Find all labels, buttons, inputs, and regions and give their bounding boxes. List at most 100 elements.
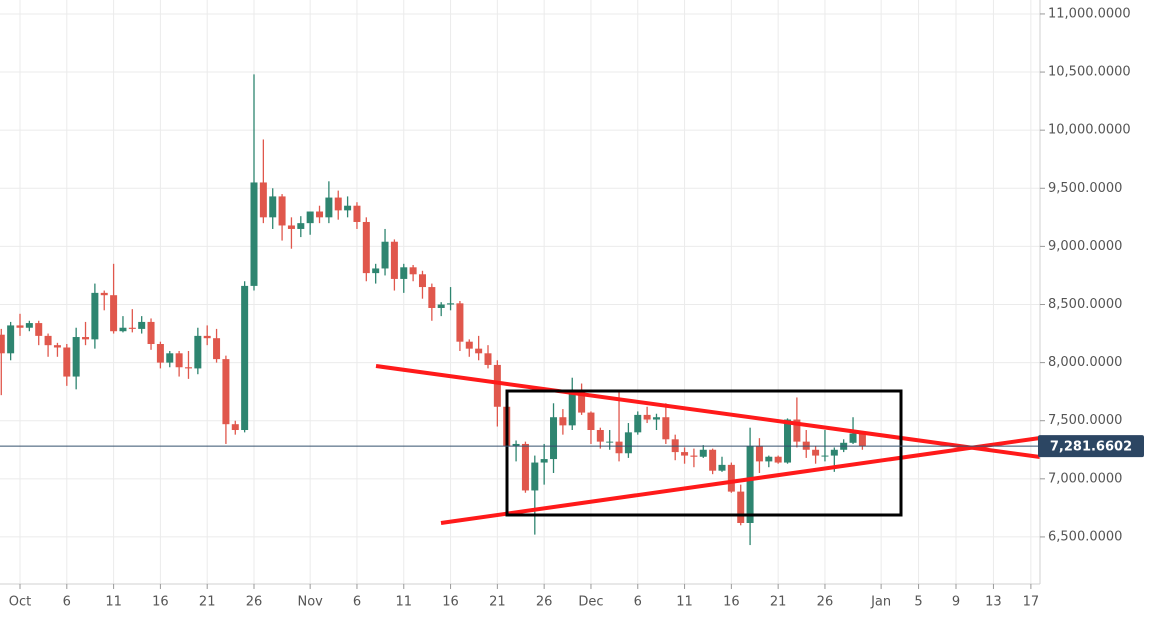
candle-body	[344, 205, 352, 211]
range-box	[505, 389, 903, 517]
candle-body	[821, 455, 829, 457]
candle-body	[690, 455, 698, 457]
candle-body	[184, 367, 192, 369]
candle-body	[100, 292, 108, 296]
candle-body	[418, 274, 426, 288]
candle-body	[0, 334, 5, 354]
candle-body	[250, 182, 258, 286]
y-tick-label: 8,000.0000	[1048, 355, 1122, 370]
candle-body	[110, 295, 118, 332]
candle-body	[35, 323, 43, 336]
candle-body	[278, 196, 286, 226]
annotations	[375, 364, 1041, 525]
y-tick-label: 9,000.0000	[1048, 239, 1122, 254]
candle-body	[465, 341, 473, 349]
candle-body	[353, 205, 361, 222]
candle-body	[793, 419, 801, 442]
candle-body	[447, 303, 455, 305]
candle-body	[484, 353, 492, 365]
candle-body	[91, 292, 99, 340]
candle-body	[362, 221, 370, 274]
y-tick-label: 6,500.0000	[1048, 529, 1122, 544]
x-tick-label: Jan	[870, 595, 891, 610]
candle-body	[241, 285, 249, 431]
candle-body	[559, 417, 567, 426]
candle-body	[259, 182, 267, 218]
x-tick-label: 16	[723, 595, 740, 610]
candle-body	[7, 325, 15, 354]
candle-body	[727, 464, 735, 492]
candle-body	[521, 443, 529, 491]
candle-body	[765, 456, 773, 462]
candle-body	[213, 338, 221, 360]
candle-body	[147, 321, 155, 345]
x-tick-label: 26	[536, 595, 553, 610]
candle-body	[681, 452, 689, 456]
y-tick-label: 11,000.0000	[1048, 6, 1131, 21]
x-tick-label: 9	[952, 595, 960, 610]
price-label: 7,281.6602	[1050, 440, 1132, 455]
candle-body	[428, 287, 436, 308]
y-tick-label: 7,500.0000	[1048, 413, 1122, 428]
candle-body	[437, 304, 445, 308]
candle-body	[390, 241, 398, 279]
candle-body	[194, 335, 202, 369]
x-tick-label: 26	[246, 595, 263, 610]
candle-body	[784, 419, 792, 463]
candle-body	[25, 323, 33, 328]
candle-body	[531, 462, 539, 491]
candle-body	[381, 241, 389, 269]
candle-body	[53, 345, 61, 348]
trend-line	[440, 436, 1041, 525]
candle-body	[550, 417, 558, 460]
candle-body	[849, 433, 857, 443]
candle-body	[269, 196, 277, 218]
candle-body	[578, 390, 586, 413]
candle-body	[138, 321, 146, 329]
candles	[0, 74, 866, 546]
candle-body	[512, 443, 520, 447]
candle-body	[493, 364, 501, 407]
candle-body	[755, 446, 763, 462]
candle-body	[316, 211, 324, 218]
candle-body	[774, 456, 782, 463]
trend-line	[375, 364, 1041, 459]
candle-body	[858, 433, 866, 447]
candle-body	[624, 432, 632, 454]
candle-body	[156, 344, 164, 363]
candle-body	[830, 449, 838, 456]
candle-body	[812, 449, 820, 456]
candle-body	[44, 335, 52, 346]
candle-body	[166, 353, 174, 363]
grid	[0, 0, 1040, 584]
x-tick-label: 21	[770, 595, 787, 610]
x-tick-label: 6	[353, 595, 361, 610]
candle-body	[634, 414, 642, 433]
y-tick-label: 8,500.0000	[1048, 297, 1122, 312]
axes: 6,500.0000 7,000.0000 7,500.0000 8,000.0000…	[0, 6, 1144, 610]
x-tick-label: Nov	[297, 595, 323, 610]
candle-body	[119, 327, 127, 332]
x-tick-label: 21	[199, 595, 216, 610]
x-tick-label: Dec	[578, 595, 603, 610]
x-tick-label: 16	[152, 595, 169, 610]
candle-body	[175, 353, 183, 368]
candle-body	[652, 417, 660, 420]
candle-body	[540, 459, 548, 463]
x-tick-label: 6	[63, 595, 71, 610]
candle-body	[306, 211, 314, 224]
x-tick-label: 11	[395, 595, 412, 610]
candle-body	[699, 449, 707, 457]
candle-body	[128, 327, 136, 329]
candle-body	[16, 325, 24, 328]
y-tick-label: 7,000.0000	[1048, 471, 1122, 486]
candle-body	[662, 417, 670, 440]
y-tick-label: 9,500.0000	[1048, 181, 1122, 196]
candle-body	[287, 225, 295, 229]
candle-body	[568, 390, 576, 426]
price-tag	[1038, 435, 1144, 458]
candle-body	[737, 491, 745, 523]
candle-body	[709, 449, 717, 471]
x-tick-label: 21	[489, 595, 506, 610]
x-tick-label: 11	[676, 595, 693, 610]
